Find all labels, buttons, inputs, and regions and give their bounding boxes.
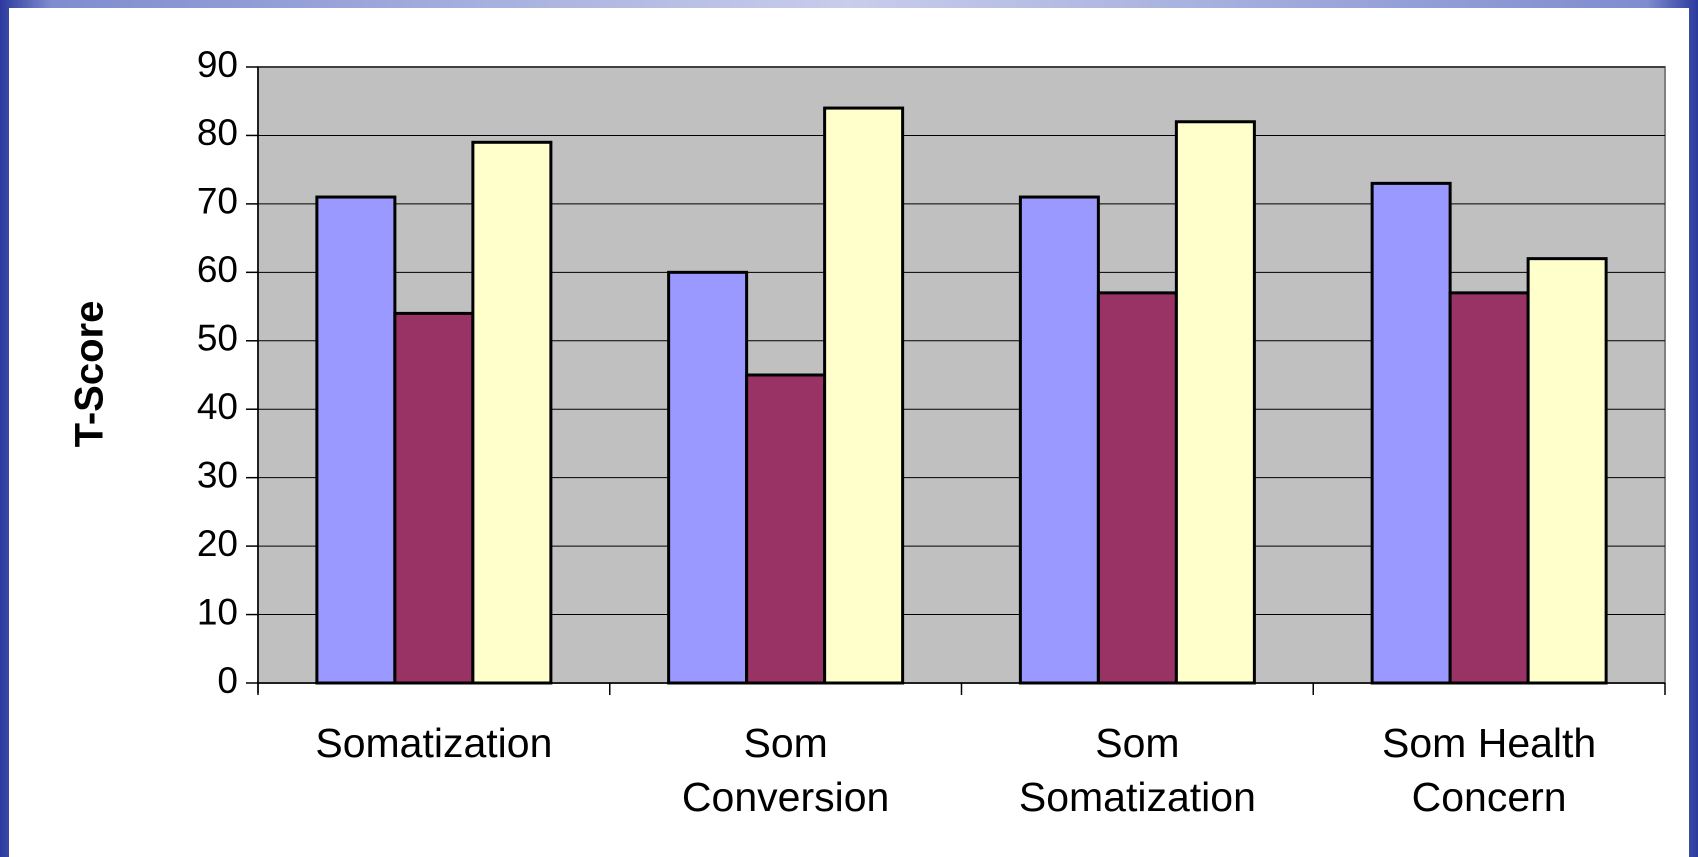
x-tick-label: Som Health Concern [1382, 720, 1596, 820]
bar [1526, 257, 1608, 685]
y-axis-label: T-Score [68, 301, 112, 448]
y-tick-label: 70 [197, 181, 238, 222]
x-tick-label: Som Somatization [1019, 720, 1256, 820]
bar [823, 106, 905, 685]
bar [315, 195, 397, 685]
bar [471, 140, 553, 685]
y-tick-label: 50 [197, 318, 238, 359]
y-tick-label: 30 [197, 454, 238, 495]
bar [1096, 291, 1178, 685]
bar [745, 373, 827, 685]
y-tick-label: 90 [197, 44, 238, 85]
bar [1448, 291, 1530, 685]
bar [1174, 120, 1256, 685]
y-tick-label: 20 [197, 523, 238, 564]
y-tick-label: 10 [197, 591, 238, 632]
bar [1018, 195, 1100, 685]
y-tick-label: 40 [197, 386, 238, 427]
bar [667, 270, 749, 685]
x-tick-label: Somatization [315, 720, 552, 766]
y-tick-label: 80 [197, 112, 238, 153]
y-tick-label: 60 [197, 249, 238, 290]
bar [1370, 181, 1452, 685]
x-tick-label: Som Conversion [682, 720, 889, 820]
y-tick-label: 0 [217, 660, 238, 701]
bar [393, 311, 475, 685]
